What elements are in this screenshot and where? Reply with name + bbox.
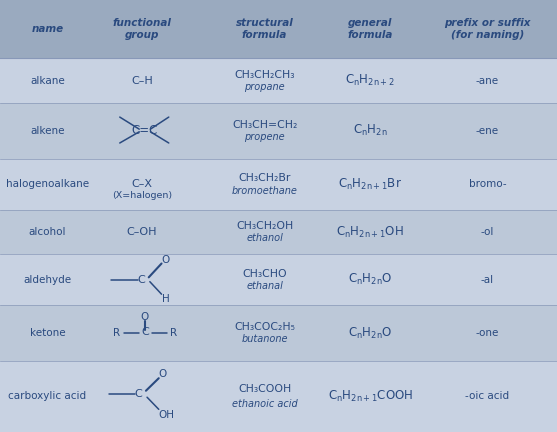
Text: alkane: alkane [30, 76, 65, 86]
Text: CH₃CHO: CH₃CHO [242, 269, 287, 279]
Text: ethanoic acid: ethanoic acid [232, 399, 297, 409]
Bar [0, 254, 557, 305]
Bar [0, 305, 557, 361]
Text: CH₃CH₂Br: CH₃CH₂Br [238, 173, 291, 184]
Text: carboxylic acid: carboxylic acid [8, 391, 86, 401]
Text: C–H: C–H [131, 76, 153, 86]
Text: CH₃CH₂OH: CH₃CH₂OH [236, 221, 293, 231]
Text: O: O [162, 254, 169, 265]
Text: ketone: ketone [30, 328, 65, 338]
Bar [0, 361, 557, 432]
Text: $\mathsf{C_nH_{2n+1}Br}$: $\mathsf{C_nH_{2n+1}Br}$ [339, 177, 402, 192]
Text: -oic acid: -oic acid [465, 391, 510, 401]
Text: C=C: C=C [131, 124, 158, 137]
Text: bromo-: bromo- [468, 179, 506, 190]
Text: -ane: -ane [476, 76, 499, 86]
Text: $\mathsf{C_nH_{2n}}$: $\mathsf{C_nH_{2n}}$ [353, 124, 388, 138]
Text: C: C [134, 389, 142, 399]
Text: O: O [159, 369, 167, 379]
Bar [0, 210, 557, 254]
Text: functional
group: functional group [113, 19, 172, 40]
Text: CH₃CH₂CH₃: CH₃CH₂CH₃ [234, 70, 295, 79]
Text: -one: -one [476, 328, 499, 338]
Text: structural
formula: structural formula [236, 19, 294, 40]
Text: $\mathsf{C_nH_{2n+2}}$: $\mathsf{C_nH_{2n+2}}$ [345, 73, 395, 88]
Text: CH₃CH=CH₂: CH₃CH=CH₂ [232, 120, 297, 130]
Text: propene: propene [245, 132, 285, 142]
Text: $\mathsf{C_nH_{2n+1}OH}$: $\mathsf{C_nH_{2n+1}OH}$ [336, 225, 404, 240]
Text: $\mathsf{C_nH_{2n}O}$: $\mathsf{C_nH_{2n}O}$ [348, 273, 393, 287]
Text: ethanal: ethanal [246, 281, 283, 291]
Text: bromoethane: bromoethane [232, 185, 297, 196]
Text: ethanol: ethanol [246, 233, 283, 243]
Text: alcohol: alcohol [28, 227, 66, 237]
Text: halogenoalkane: halogenoalkane [6, 179, 89, 190]
Text: aldehyde: aldehyde [23, 275, 71, 285]
Bar [0, 0, 557, 58]
Text: R: R [114, 327, 120, 338]
Text: C–OH: C–OH [127, 227, 157, 237]
Text: butanone: butanone [241, 334, 288, 344]
Text: CH₃COC₂H₅: CH₃COC₂H₅ [234, 322, 295, 332]
Text: R: R [170, 327, 177, 338]
Text: $\mathsf{C_nH_{2n}O}$: $\mathsf{C_nH_{2n}O}$ [348, 326, 393, 340]
Text: C–X: C–X [131, 179, 153, 190]
Text: prefix or suffix
(for naming): prefix or suffix (for naming) [444, 19, 531, 40]
Text: CH₃COOH: CH₃COOH [238, 384, 291, 394]
Text: -ene: -ene [476, 126, 499, 136]
Bar [0, 159, 557, 210]
Text: H: H [162, 293, 169, 304]
Text: alkene: alkene [30, 126, 65, 136]
Text: C: C [137, 274, 145, 285]
Text: C: C [141, 327, 149, 337]
Text: -al: -al [481, 275, 494, 285]
Bar [0, 103, 557, 159]
Text: O: O [141, 311, 149, 322]
Text: general
formula: general formula [348, 19, 393, 40]
Text: propane: propane [245, 82, 285, 92]
Text: -ol: -ol [481, 227, 494, 237]
Text: $\mathsf{C_nH_{2n+1}COOH}$: $\mathsf{C_nH_{2n+1}COOH}$ [328, 389, 413, 404]
Text: OH: OH [158, 410, 174, 419]
Text: name: name [31, 24, 63, 34]
Text: (X=halogen): (X=halogen) [112, 191, 172, 200]
Bar [0, 58, 557, 103]
